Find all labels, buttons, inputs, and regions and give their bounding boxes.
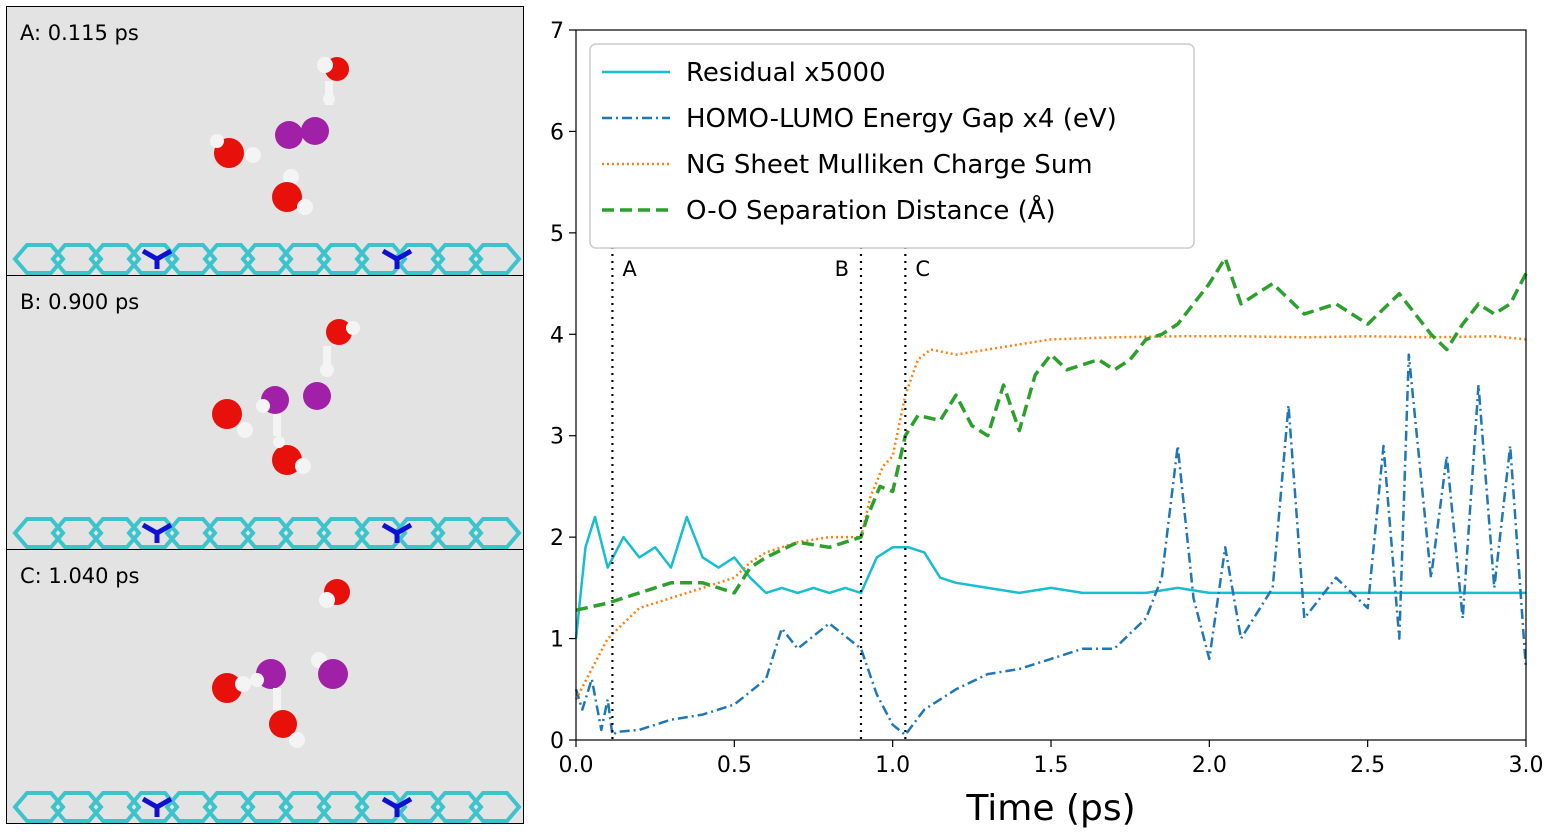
- y-tick-label: 6: [550, 120, 564, 145]
- x-tick-label: 0.5: [717, 753, 752, 778]
- panel-label-b: B: 0.900 ps: [20, 290, 140, 314]
- y-tick-label: 0: [550, 729, 564, 754]
- series-line-3: [574, 335, 1527, 700]
- marker-label: C: [915, 257, 930, 281]
- marker-label: B: [835, 257, 849, 281]
- legend-box: [589, 43, 1195, 249]
- snapshot-panel-a: A: 0.115 ps: [6, 6, 524, 276]
- series-line-1: [574, 515, 1526, 639]
- y-tick-label: 3: [550, 425, 564, 450]
- time-markers: A B C: [611, 240, 930, 740]
- panel-label-a: A: 0.115 ps: [20, 21, 139, 45]
- x-axis-label: Time (ps): [965, 788, 1135, 829]
- molecules-b: [212, 319, 360, 475]
- molecule-image-b: [12, 319, 522, 549]
- panel-label-c: C: 1.040 ps: [20, 564, 140, 588]
- y-tick-label: 1: [550, 628, 564, 653]
- legend-label: HOMO-LUMO Energy Gap x4 (eV): [686, 104, 1117, 134]
- line-chart: A B C 0.0 0.5 1.0 1.5 2.0 2.5 3.0 0 1 2 3 4 5 6 7 Time …: [550, 19, 1544, 829]
- legend-label: O-O Separation Distance (Å): [686, 194, 1056, 226]
- graphene-sheet-b: [12, 517, 522, 549]
- molecules-a: [210, 57, 349, 215]
- x-tick-label: 1.0: [875, 753, 910, 778]
- y-tick-label: 5: [550, 222, 564, 247]
- graphene-sheet-c: [12, 791, 522, 823]
- x-tick-label: 2.0: [1192, 753, 1227, 778]
- molecule-image-a: [12, 57, 522, 275]
- x-tick-label: 3.0: [1509, 753, 1544, 778]
- x-tick-label: 0.0: [559, 753, 594, 778]
- snapshot-panel-b: B: 0.900 ps: [6, 275, 524, 550]
- y-tick-label: 2: [550, 526, 564, 551]
- x-axis-ticks: 0.0 0.5 1.0 1.5 2.0 2.5 3.0: [559, 740, 1544, 778]
- legend-label: NG Sheet Mulliken Charge Sum: [686, 150, 1093, 180]
- molecules-c: [212, 579, 350, 748]
- legend: Residual x5000 HOMO-LUMO Energy Gap x4 (e…: [589, 43, 1195, 249]
- y-tick-label: 4: [550, 323, 564, 348]
- y-tick-label: 7: [550, 19, 564, 44]
- series-line-4: [575, 256, 1528, 612]
- snapshot-panel-c: C: 1.040 ps: [6, 549, 524, 824]
- plot-lines: [574, 256, 1528, 737]
- x-tick-label: 1.5: [1034, 753, 1069, 778]
- series-line-2: [574, 353, 1528, 737]
- marker-label: A: [622, 257, 637, 281]
- legend-label: Residual x5000: [686, 58, 886, 88]
- molecule-image-c: [12, 579, 522, 823]
- x-tick-label: 2.5: [1350, 753, 1385, 778]
- y-axis-ticks: 0 1 2 3 4 5 6 7: [550, 19, 576, 754]
- graphene-sheet-a: [12, 243, 522, 275]
